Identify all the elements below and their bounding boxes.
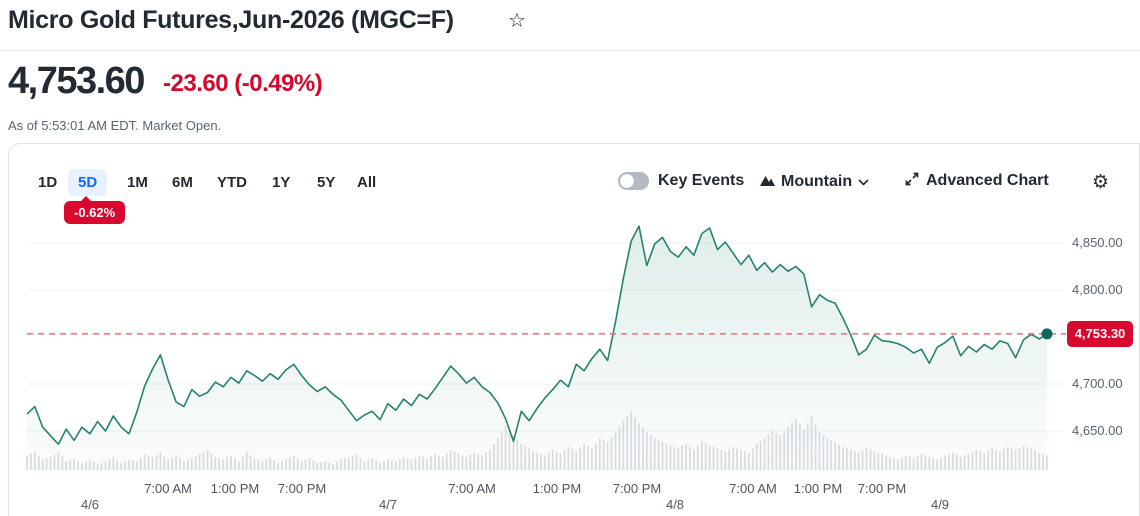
range-tab-5y[interactable]: 5Y: [317, 172, 335, 194]
price-line: [26, 225, 1048, 445]
advanced-chart-button[interactable]: Advanced Chart: [905, 171, 1049, 191]
expand-arrows-icon: [905, 172, 919, 191]
toggle-knob: [620, 174, 634, 188]
favorite-star-icon[interactable]: ☆: [508, 8, 526, 32]
settings-gear-icon[interactable]: ⚙: [1092, 171, 1110, 193]
price-change: -23.60 (-0.49%): [163, 70, 323, 98]
header-divider: [0, 50, 1140, 51]
range-tab-all[interactable]: All: [357, 172, 376, 194]
range-tab-1m[interactable]: 1M: [127, 172, 148, 194]
range-change-badge: -0.62%: [64, 196, 126, 224]
page-title: Micro Gold Futures,Jun-2026 (MGC=F): [8, 6, 454, 34]
volume-bars: [26, 412, 1048, 471]
range-tab-1d[interactable]: 1D: [38, 172, 57, 194]
current-price-flag: 4,753.30: [1067, 321, 1133, 347]
mountain-icon: [760, 173, 775, 191]
range-tab-1y[interactable]: 1Y: [272, 172, 290, 194]
advanced-chart-label: Advanced Chart: [926, 172, 1049, 189]
as-of-text: As of 5:53:01 AM EDT. Market Open.: [8, 118, 222, 133]
range-tab-ytd[interactable]: YTD: [217, 172, 247, 194]
change-percent: (-0.49%): [234, 70, 323, 97]
key-events-toggle[interactable]: [618, 172, 649, 190]
current-price-dot: [1041, 328, 1053, 340]
key-events-label: Key Events: [658, 172, 745, 189]
current-price: 4,753.60: [8, 60, 145, 102]
range-tab-6m[interactable]: 6M: [172, 172, 193, 194]
change-value: -23.60: [163, 70, 229, 97]
chart-type-label: Mountain: [781, 173, 853, 190]
range-tab-5d[interactable]: 5D: [68, 169, 108, 196]
area-fill: [27, 226, 1047, 470]
chart-type-select[interactable]: Mountain: [760, 172, 869, 192]
chevron-down-icon: [858, 173, 869, 191]
